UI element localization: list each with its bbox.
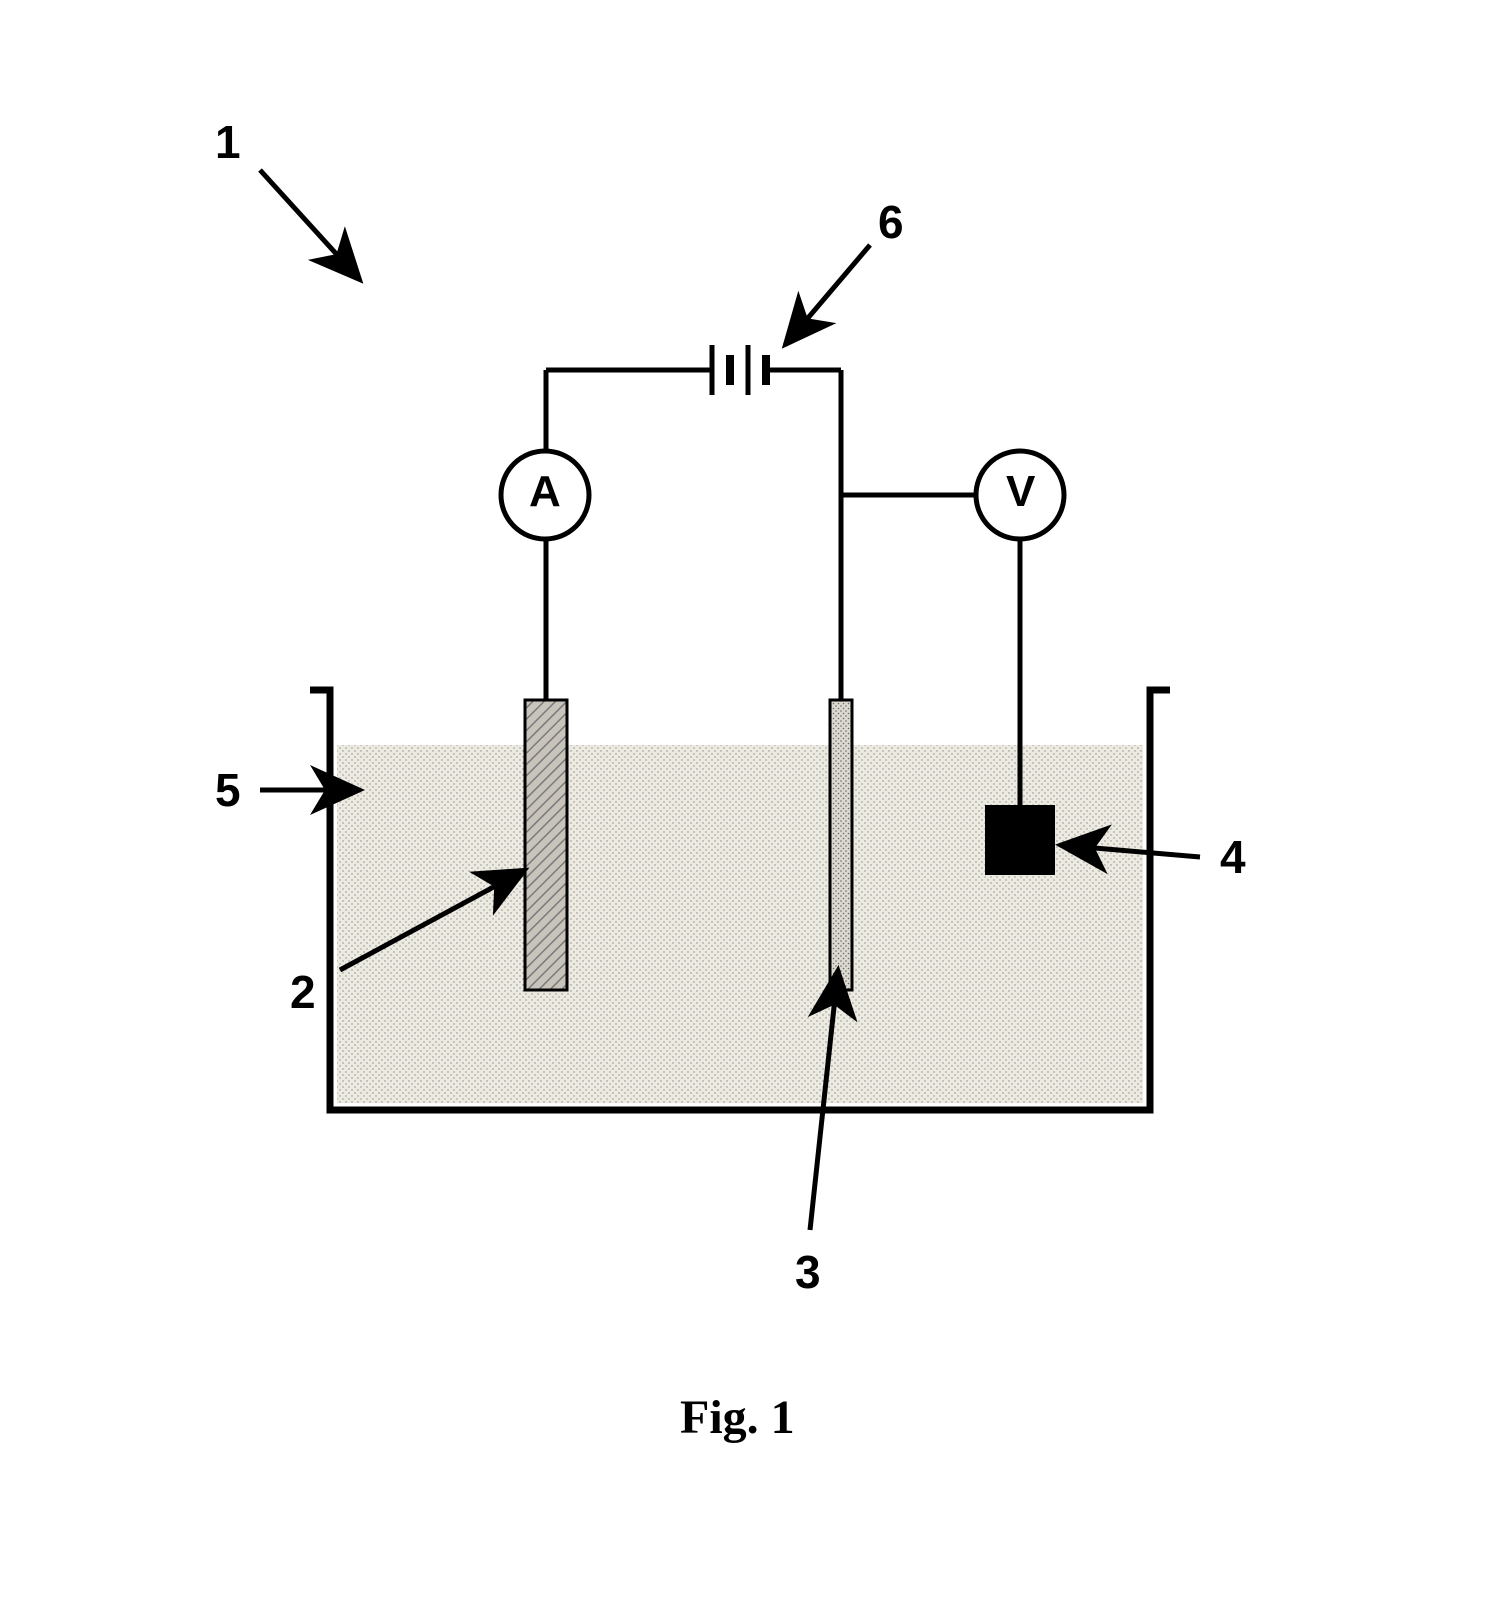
battery-symbol xyxy=(695,345,785,395)
electrode-reference xyxy=(985,805,1055,875)
label-4: 4 xyxy=(1220,830,1246,884)
leader-1 xyxy=(260,170,360,280)
label-1: 1 xyxy=(215,115,241,169)
ammeter-label: A xyxy=(529,467,561,517)
label-3: 3 xyxy=(795,1245,821,1299)
label-6: 6 xyxy=(878,195,904,249)
electrode-middle xyxy=(830,700,852,990)
label-5: 5 xyxy=(215,763,241,817)
electrochemical-cell-diagram: A V 1 6 5 2 3 4 Fig. 1 xyxy=(0,0,1489,1599)
leader-6 xyxy=(785,245,870,345)
voltmeter-label: V xyxy=(1006,467,1035,517)
figure-caption: Fig. 1 xyxy=(680,1390,795,1445)
label-2: 2 xyxy=(290,965,316,1019)
electrode-left xyxy=(525,700,567,990)
